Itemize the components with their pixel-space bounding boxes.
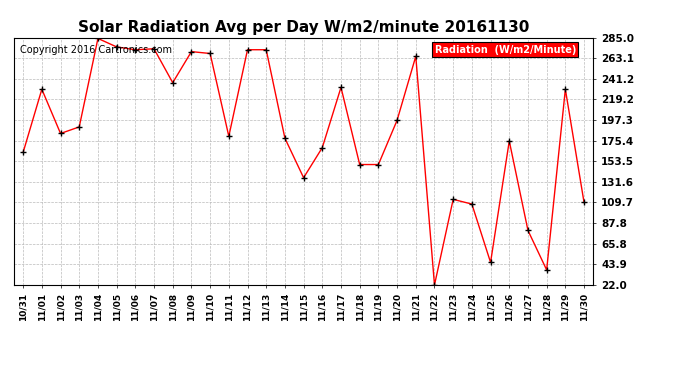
- Text: Radiation  (W/m2/Minute): Radiation (W/m2/Minute): [435, 45, 576, 55]
- Text: Copyright 2016 Cartronics.com: Copyright 2016 Cartronics.com: [19, 45, 172, 55]
- Title: Solar Radiation Avg per Day W/m2/minute 20161130: Solar Radiation Avg per Day W/m2/minute …: [78, 20, 529, 35]
